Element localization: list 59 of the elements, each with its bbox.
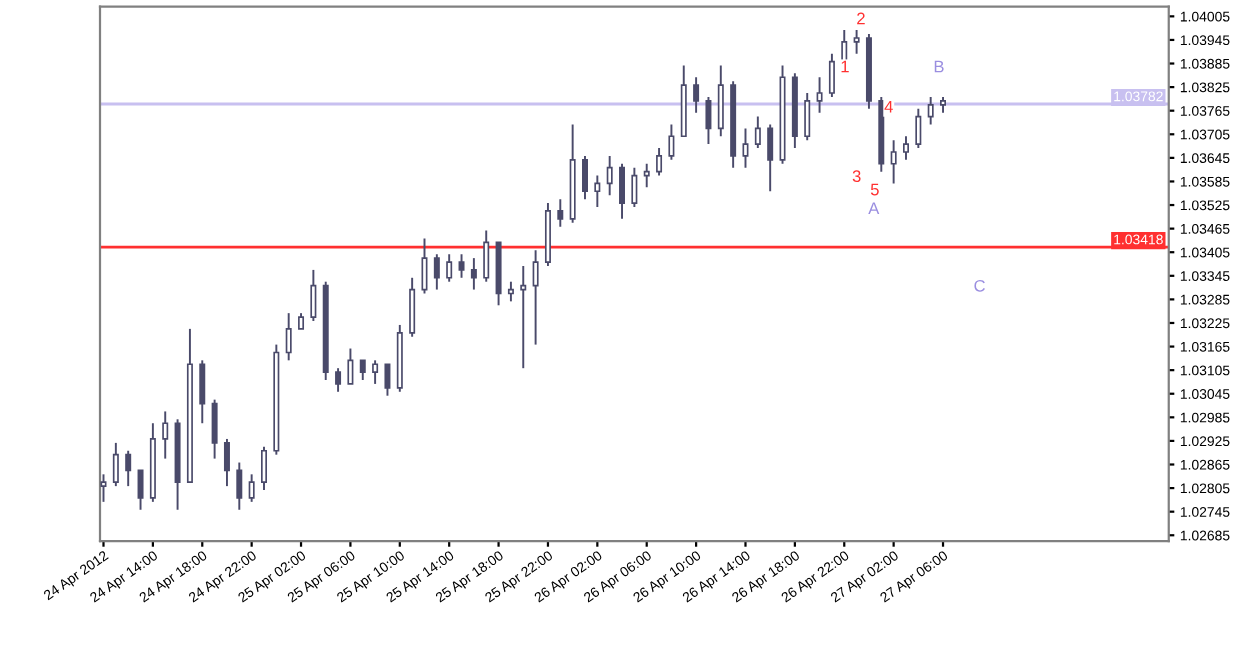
annotation: B <box>934 60 944 73</box>
candlestick <box>359 359 366 381</box>
candlestick <box>828 52 835 98</box>
candlestick <box>125 449 132 488</box>
candlestick <box>742 127 749 169</box>
candlestick <box>693 76 700 114</box>
candlestick <box>915 107 922 150</box>
annotation: 1 <box>841 60 849 73</box>
candlestick <box>137 469 144 511</box>
candlestick <box>853 29 860 55</box>
candlestick <box>372 359 379 385</box>
candlestick <box>446 253 453 283</box>
candlestick <box>594 174 601 208</box>
candlestick <box>100 473 107 503</box>
candlestick <box>384 363 391 397</box>
candlestick <box>754 115 761 150</box>
candlestick <box>211 398 218 460</box>
candlestick <box>507 280 514 303</box>
candlestick <box>705 95 712 146</box>
annotation: 4 <box>884 100 893 113</box>
candlestick <box>631 166 638 208</box>
annotation: 2 <box>857 12 865 25</box>
candlestick <box>433 253 440 291</box>
candlestick <box>335 367 342 393</box>
candlestick <box>606 154 613 197</box>
candlestick <box>656 147 663 177</box>
candlestick <box>223 437 230 488</box>
candlestick <box>236 461 243 511</box>
candlestick <box>902 135 909 161</box>
candlestick <box>816 76 823 114</box>
candlestick <box>483 229 490 283</box>
candlestick <box>619 162 626 220</box>
candlestick <box>532 249 539 346</box>
annotation: A <box>868 202 880 214</box>
candlestick <box>347 347 354 385</box>
candlestick <box>668 123 675 161</box>
annotation: 5 <box>870 183 879 196</box>
candlestick <box>458 253 465 279</box>
candlestick <box>557 198 564 228</box>
candlestick <box>804 92 811 142</box>
annotation: C <box>974 279 985 292</box>
annotation: 3 <box>852 170 861 183</box>
candlestick <box>890 139 897 185</box>
candlestick <box>520 265 527 370</box>
candlestick <box>421 237 428 295</box>
candlestick <box>248 473 255 503</box>
candlestick <box>310 268 317 322</box>
candlestick <box>285 312 292 362</box>
candlestick <box>927 95 934 126</box>
candlestick <box>261 445 267 492</box>
candlestick <box>717 64 724 138</box>
candlestick <box>199 359 206 425</box>
candlestick <box>162 410 169 460</box>
candlestick <box>581 154 588 201</box>
candlestick <box>643 162 650 189</box>
candlestick <box>409 276 416 338</box>
candlestick <box>112 441 119 488</box>
candlestick <box>767 123 774 193</box>
candlestick <box>470 257 477 291</box>
